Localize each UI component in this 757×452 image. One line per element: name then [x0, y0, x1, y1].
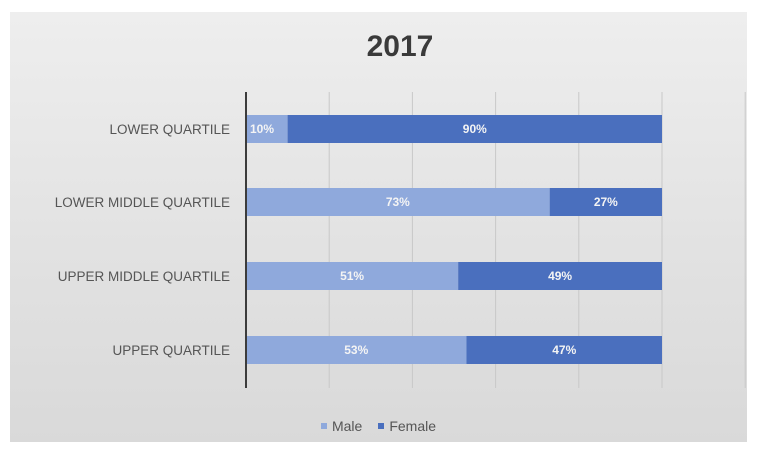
category-label: LOWER QUARTILE: [109, 122, 230, 137]
bar-male-1: [246, 115, 288, 143]
legend-item-male: Male: [320, 418, 363, 434]
data-label: 73%: [386, 195, 410, 209]
bar-male-2: [246, 188, 550, 216]
data-label: 47%: [552, 343, 576, 357]
legend-item-female: Female: [378, 418, 436, 434]
legend-swatch: [378, 423, 385, 429]
bar-female-2: [549, 188, 662, 216]
category-label: UPPER QUARTILE: [112, 343, 230, 358]
chart-title: 2017: [366, 30, 434, 63]
bar-chart: LOWER QUARTILE 10% 90% LOWER MIDDLE QUARTIL…: [55, 92, 746, 388]
data-label: 53%: [344, 343, 368, 357]
legend-label: Male: [331, 418, 363, 434]
chart-area: 2017 LOWER QUARTILE 10% 90% LOWER MIDDLE QU…: [10, 12, 747, 442]
data-label: 90%: [463, 122, 487, 136]
bar-male-3: [246, 262, 459, 290]
bar-male-4: [246, 336, 467, 364]
chart-legend: Male Female: [10, 418, 747, 434]
data-label: 51%: [340, 269, 364, 283]
category-label: LOWER MIDDLE QUARTILE: [55, 195, 230, 210]
legend-swatch: [320, 423, 327, 429]
bar-female-1: [287, 115, 662, 143]
bar-female-3: [458, 262, 662, 290]
legend-label: Female: [389, 418, 437, 434]
data-label: 10%: [250, 122, 274, 136]
data-label: 49%: [548, 269, 572, 283]
data-label: 27%: [594, 195, 618, 209]
category-label: UPPER MIDDLE QUARTILE: [58, 269, 230, 284]
bar-female-4: [466, 336, 662, 364]
